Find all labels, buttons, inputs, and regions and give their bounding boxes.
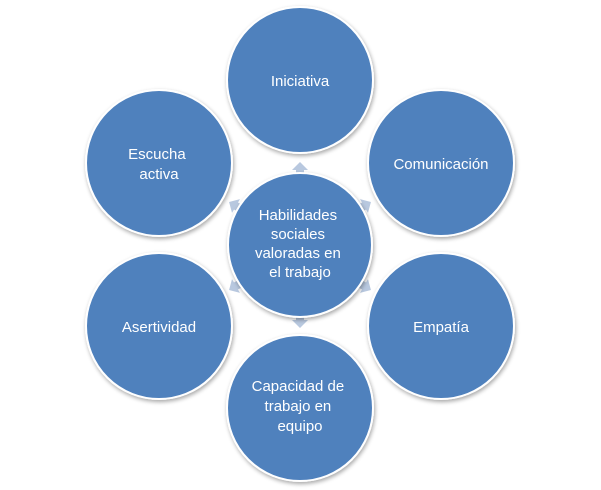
node-capacidad-circle [226, 334, 374, 482]
node-asertividad: Asertividad [85, 252, 233, 400]
node-empatia-circle [367, 252, 515, 400]
center-node-circle [227, 172, 373, 318]
node-iniciativa-circle [226, 6, 374, 154]
center-node: Habilidades sociales valoradas en el tra… [227, 172, 373, 318]
node-comunicacion-circle [367, 89, 515, 237]
node-empatia: Empatía [367, 252, 515, 400]
node-iniciativa: Iniciativa [226, 6, 374, 154]
node-comunicacion: Comunicación [367, 89, 515, 237]
node-empatia-label: Empatía [413, 319, 470, 336]
node-comunicacion-label: Comunicación [393, 156, 488, 173]
node-iniciativa-label: Iniciativa [271, 73, 330, 90]
node-asertividad-label: Asertividad [122, 319, 196, 336]
node-escucha-label: Escucha activa [128, 146, 190, 183]
node-asertividad-circle [85, 252, 233, 400]
node-escucha-activa: Escucha activa [85, 89, 233, 237]
node-capacidad-label: Capacidad de trabajo en equipo [252, 378, 349, 435]
node-escucha-circle [85, 89, 233, 237]
node-capacidad-trabajo-equipo: Capacidad de trabajo en equipo [226, 334, 374, 482]
center-node-label: Habilidades sociales valoradas en el tra… [255, 207, 345, 281]
